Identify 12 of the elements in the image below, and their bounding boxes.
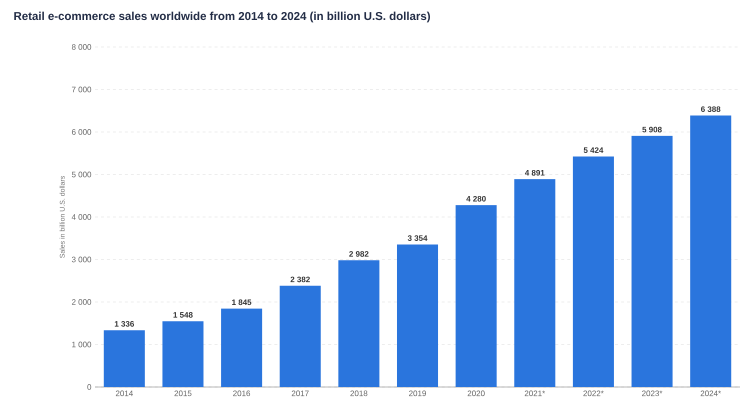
bar — [338, 260, 380, 387]
chart-title: Retail e-commerce sales worldwide from 2014 to 2024 (in billion U.S. dollars) — [14, 12, 430, 22]
bar — [104, 330, 145, 387]
bar — [690, 116, 732, 387]
bar — [221, 308, 262, 387]
bar — [572, 156, 614, 387]
bar — [456, 205, 497, 387]
bar — [396, 244, 438, 387]
bar — [514, 179, 556, 387]
bar — [632, 136, 673, 387]
bar — [280, 286, 321, 387]
bar — [162, 321, 204, 387]
